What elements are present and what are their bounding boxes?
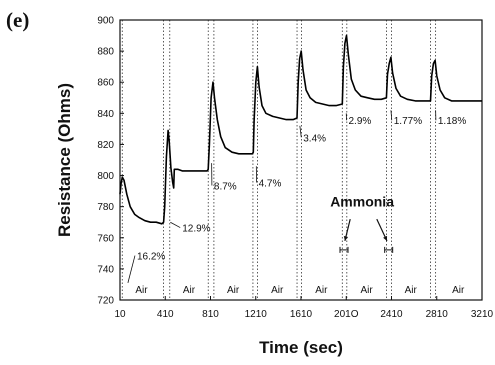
concentration-label: 3.4% <box>303 133 326 144</box>
y-axis-title: Resistance (Ohms) <box>55 83 74 237</box>
y-tick-label: 760 <box>97 233 114 244</box>
y-tick-label: 820 <box>97 140 114 151</box>
x-tick-label: 2410 <box>380 309 403 320</box>
plot-frame <box>119 19 483 301</box>
y-tick-label: 880 <box>97 47 114 58</box>
x-axis-title: Time (sec) <box>259 338 343 357</box>
ammonia-label: Ammonia <box>330 194 394 210</box>
exposure-windows <box>119 20 437 300</box>
air-label: Air <box>315 285 328 296</box>
annotation-leader-line <box>390 110 393 121</box>
concentration-label: 8.7% <box>214 182 237 193</box>
x-tick-label: 410 <box>157 309 174 320</box>
ammonia-annotation: Ammonia <box>330 194 394 253</box>
air-label: Air <box>452 285 465 296</box>
ammonia-arrow-head <box>343 235 349 241</box>
y-tick-label: 900 <box>97 16 114 27</box>
x-tick-label: 10 <box>114 309 126 320</box>
x-tick-label: 1610 <box>290 309 313 320</box>
concentration-label: 4.7% <box>259 178 282 189</box>
x-tick-label: 201O <box>334 309 359 320</box>
air-region-labels: Air Air Air Air Air Air Air Air <box>135 285 465 296</box>
concentration-label: 1.18% <box>438 116 466 127</box>
series-line-0 <box>119 34 482 225</box>
annotation-leader-line <box>170 221 181 228</box>
concentration-label: 12.9% <box>182 224 210 235</box>
y-tick-label: 740 <box>97 264 114 275</box>
air-label: Air <box>183 285 196 296</box>
y-tick-label: 860 <box>97 78 114 89</box>
x-axis: 10 410 810 1210 1610 201O 2410 2810 3210 <box>114 296 494 320</box>
concentration-label: 2.9% <box>349 116 372 127</box>
concentration-label: 1.77% <box>394 116 422 127</box>
y-tick-label: 800 <box>97 171 114 182</box>
y-tick-label: 780 <box>97 202 114 213</box>
air-label: Air <box>135 285 148 296</box>
x-tick-label: 3210 <box>471 309 494 320</box>
air-label: Air <box>227 285 240 296</box>
y-axis: 720 740 760 780 800 820 840 860 880 900 <box>97 16 124 307</box>
x-tick-label: 810 <box>202 309 219 320</box>
air-label: Air <box>405 285 418 296</box>
x-tick-label: 2810 <box>426 309 449 320</box>
panel-label: (e) <box>6 8 29 32</box>
y-tick-label: 840 <box>97 109 114 120</box>
annotation-leader-line <box>299 125 302 138</box>
annotation-leader-line <box>127 255 136 283</box>
y-tick-label: 720 <box>97 296 114 307</box>
series-layer <box>119 34 482 225</box>
ammonia-arrow-head <box>383 235 388 241</box>
concentration-label: 16.2% <box>137 252 165 263</box>
x-tick-label: 1210 <box>245 309 268 320</box>
air-label: Air <box>360 285 373 296</box>
air-label: Air <box>271 285 284 296</box>
annotations: 16.2% 12.9% 8.7% 4.7% 3.4% 2.9% 1.77% 1.18% <box>127 110 466 283</box>
